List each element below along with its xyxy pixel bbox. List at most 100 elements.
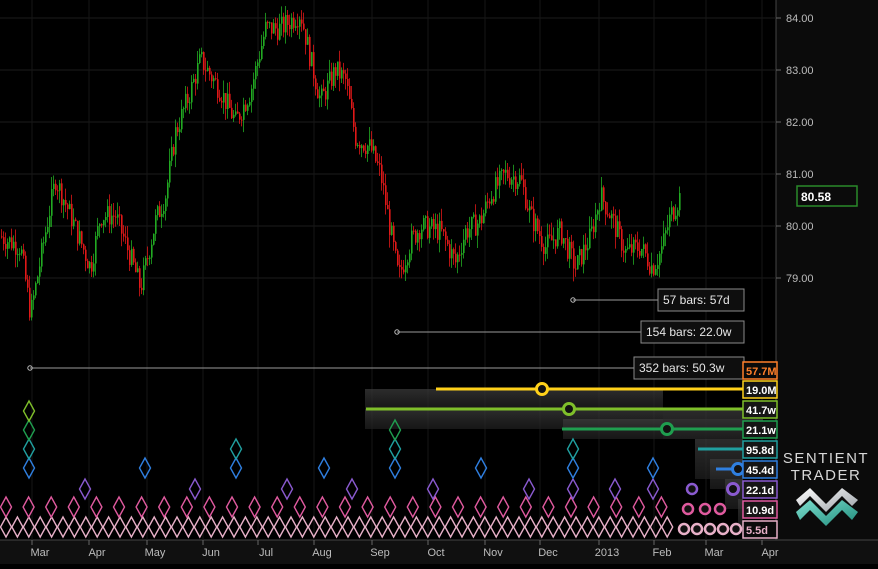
candle-body <box>463 239 465 254</box>
price-candle <box>527 199 529 212</box>
cycle-period-box <box>742 440 778 459</box>
cycle-trough-diamond <box>535 515 549 539</box>
price-candle <box>123 225 125 242</box>
price-tick-label: 82.00 <box>786 117 814 129</box>
candle-body <box>7 242 9 249</box>
price-candle <box>653 263 655 277</box>
price-candle <box>615 209 617 249</box>
candle-body <box>5 243 7 249</box>
candle-body <box>331 71 333 86</box>
candle-body <box>17 254 19 256</box>
price-candle <box>607 202 609 218</box>
time-tick-label: Jul <box>259 547 273 559</box>
price-candle <box>583 234 585 274</box>
candle-body <box>311 52 313 67</box>
cycle-period-box <box>742 400 778 419</box>
candle-body <box>249 101 251 106</box>
price-candle <box>39 257 41 286</box>
cycle-phase-circle <box>729 522 743 536</box>
candle-body <box>277 28 279 40</box>
price-candle <box>383 171 385 195</box>
price-candle <box>509 166 511 188</box>
candle-body <box>217 79 219 98</box>
candle-body <box>367 145 369 155</box>
candle-body <box>563 238 565 244</box>
price-candle <box>579 245 581 266</box>
candle-body <box>273 23 275 34</box>
price-candle <box>525 179 527 211</box>
candle-body <box>429 226 431 238</box>
candle-body <box>47 226 49 233</box>
price-candle <box>71 194 73 236</box>
candle-body <box>593 226 595 233</box>
price-candle <box>535 213 537 242</box>
candle-body <box>209 67 211 75</box>
price-candle <box>299 16 301 40</box>
cycle-trough-diamond <box>157 495 171 519</box>
candle-body <box>287 15 289 25</box>
price-candle <box>69 200 71 210</box>
candle-body <box>575 268 577 270</box>
cycle-phase-circle <box>698 502 712 516</box>
cycle-trough-diamond <box>317 456 331 480</box>
cycle-annotation-box <box>657 288 745 312</box>
candle-body <box>333 67 335 86</box>
cycle-trough-diamond <box>564 495 578 519</box>
price-candle <box>543 243 545 266</box>
candle-body <box>219 97 221 101</box>
candle-body <box>399 265 401 267</box>
time-tick-label: Nov <box>483 547 503 559</box>
candle-body <box>649 266 651 274</box>
cycle-trough-diamond <box>147 515 161 539</box>
price-candle <box>655 264 657 276</box>
cycle-trough-diamond <box>125 515 138 539</box>
price-candle <box>455 243 457 268</box>
price-candle <box>121 214 123 247</box>
price-candle <box>189 97 191 114</box>
candle-body <box>11 237 13 249</box>
cycle-annotations: 57 bars: 57d 154 bars: 22.0w 352 bars: 50.… <box>27 288 745 380</box>
candle-body <box>633 239 635 253</box>
price-candle <box>171 136 173 167</box>
candle-body <box>119 214 121 216</box>
candle-body <box>347 78 349 86</box>
price-candle <box>447 235 449 247</box>
candle-body <box>289 24 291 30</box>
price-candle <box>649 261 651 276</box>
price-candle <box>449 240 451 267</box>
price-candle <box>355 122 357 150</box>
candle-body <box>445 231 447 240</box>
price-candle <box>37 275 39 284</box>
cycle-trough-diamond <box>649 515 663 539</box>
price-axis: 84.00 83.00 82.00 81.00 80.00 79.00 <box>776 13 814 285</box>
cycle-trough-diamond <box>353 515 366 539</box>
cycle-trough-diamond <box>22 437 36 461</box>
candle-body <box>335 67 337 76</box>
price-candle <box>205 57 207 82</box>
price-candle <box>243 97 245 133</box>
price-candle <box>239 112 241 124</box>
price-candle <box>249 97 251 107</box>
price-candle <box>115 210 117 227</box>
candle-body <box>121 215 123 234</box>
price-candle <box>135 258 137 273</box>
price-candle <box>651 252 653 278</box>
cycle-trough-diamond <box>426 477 440 501</box>
cycle-trough-diamond <box>489 515 503 539</box>
price-tick-label: 84.00 <box>786 13 814 25</box>
price-candle <box>429 218 431 244</box>
candle-body <box>379 162 381 165</box>
candle-body <box>345 73 347 79</box>
candle-body <box>357 145 359 147</box>
candle-body <box>527 208 529 211</box>
cycle-period-box <box>742 361 778 380</box>
price-candle <box>7 238 9 260</box>
candle-body <box>195 78 197 84</box>
price-candle <box>289 14 291 37</box>
candle-body <box>45 232 47 243</box>
cycle-trough-diamond <box>248 495 261 519</box>
price-candle <box>571 234 573 260</box>
cycle-trough-diamond <box>478 515 492 539</box>
price-candle <box>221 96 223 109</box>
price-candle <box>453 247 455 265</box>
